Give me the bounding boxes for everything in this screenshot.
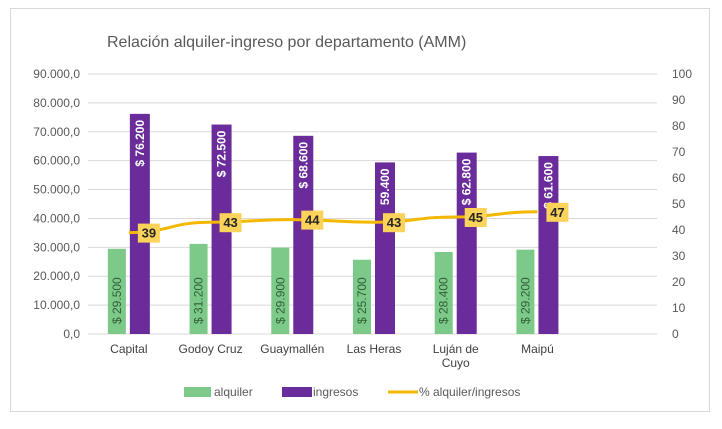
y-left-tick-label: 90.000,0 — [33, 67, 80, 81]
category-label: Guaymallén — [260, 342, 324, 356]
chart-frame — [10, 8, 710, 412]
bar-alquiler — [516, 249, 535, 334]
y-left-tick-label: 10.000,0 — [33, 298, 80, 312]
y-left-tick-label: 80.000,0 — [33, 96, 80, 110]
y-right-tick-label: 20 — [672, 275, 686, 289]
y-right-tick-label: 60 — [672, 171, 686, 185]
y-left-tick-label: 60.000,0 — [33, 154, 80, 168]
category-label: Capital — [110, 342, 147, 356]
line-data-label: 43 — [223, 215, 237, 230]
legend-swatch-alquiler — [184, 387, 211, 397]
bar-label-ingresos: $ 61.600 — [541, 162, 555, 209]
bar-alquiler — [434, 251, 453, 334]
line-label-box — [546, 202, 569, 222]
line-data-label: 44 — [305, 213, 320, 228]
bar-label-alquiler: $ 25.700 — [355, 277, 369, 324]
y-left-tick-label: 0,0 — [63, 327, 80, 341]
bar-label-alquiler: $ 29.200 — [518, 277, 532, 324]
bar-ingresos — [375, 162, 395, 334]
y-right-tick-label: 10 — [672, 301, 686, 315]
y-right-tick-label: 100 — [672, 67, 692, 81]
legend-swatch-ingresos — [282, 387, 312, 397]
category-label: Godoy Cruz — [179, 342, 243, 356]
y-right-tick-label: 40 — [672, 223, 686, 237]
bar-alquiler — [271, 247, 290, 334]
y-left-tick-label: 30.000,0 — [33, 240, 80, 254]
y-right-tick-label: 50 — [672, 197, 686, 211]
y-left-tick-label: 50.000,0 — [33, 183, 80, 197]
line-label-box — [137, 223, 160, 243]
bar-label-ingresos: $ 62.800 — [460, 158, 474, 205]
chart-title: Relación alquiler-ingreso por departamen… — [107, 34, 466, 51]
line-data-label: 43 — [387, 215, 401, 230]
y-right-tick-label: 90 — [672, 93, 686, 107]
bar-label-alquiler: $ 29.900 — [273, 277, 287, 324]
y-right-tick-label: 70 — [672, 145, 686, 159]
y-right-tick-label: 80 — [672, 119, 686, 133]
line-label-box — [383, 213, 405, 233]
bar-alquiler — [189, 243, 208, 334]
bar-alquiler — [353, 259, 371, 334]
line-label-box — [219, 213, 242, 233]
legend-label-pct: % alquiler/ingresos — [419, 385, 520, 399]
y-left-tick-label: 20.000,0 — [33, 269, 80, 283]
line-data-label: 47 — [550, 205, 564, 220]
bar-label-alquiler: $ 28.400 — [437, 277, 451, 324]
line-label-box — [301, 210, 324, 230]
line-label-box — [464, 208, 487, 227]
category-label: Luján de Cuyo — [433, 342, 479, 370]
y-right-tick-label: 0 — [672, 327, 679, 341]
legend-label-alquiler: alquiler — [214, 385, 253, 399]
category-label: Las Heras — [347, 342, 402, 356]
bar-alquiler — [107, 248, 126, 334]
line-data-label: 45 — [468, 210, 482, 225]
bar-label-ingresos: $ 76.200 — [133, 120, 147, 167]
y-left-tick-label: 40.000,0 — [33, 211, 80, 225]
bar-label-ingresos: $ 72.500 — [215, 130, 229, 177]
bar-ingresos — [538, 156, 559, 334]
legend-label-ingresos: ingresos — [313, 385, 358, 399]
y-right-tick-label: 30 — [672, 249, 686, 263]
bar-ingresos — [456, 152, 477, 334]
y-left-tick-label: 70.000,0 — [33, 125, 80, 139]
bar-label-alquiler: $ 29.500 — [110, 277, 124, 324]
line-data-label: 39 — [142, 226, 156, 241]
bar-label-ingresos: 59.400 — [378, 168, 392, 205]
bar-label-alquiler: $ 31.200 — [192, 277, 206, 324]
category-label: Maipú — [521, 342, 554, 356]
bar-ingresos — [293, 135, 314, 334]
bar-label-ingresos: $ 68.600 — [296, 142, 310, 189]
